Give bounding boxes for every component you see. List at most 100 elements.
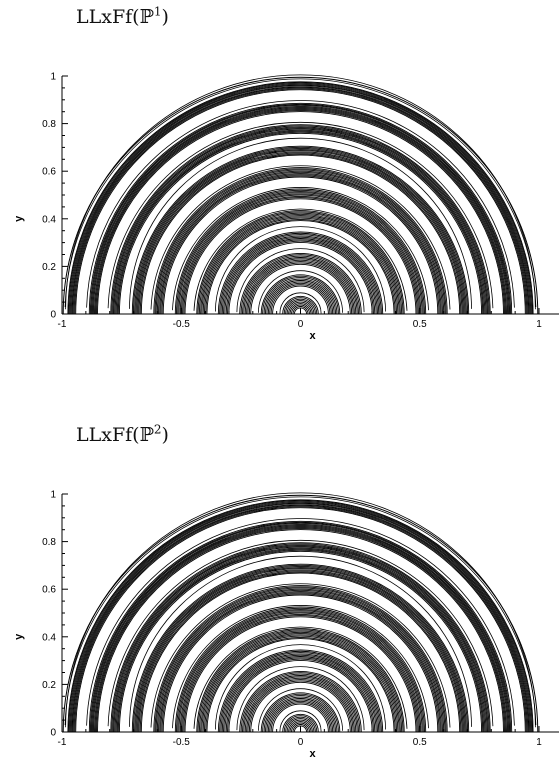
contour-line bbox=[203, 635, 398, 733]
y-tick-label: 0 bbox=[50, 728, 56, 739]
contour-line bbox=[200, 631, 401, 733]
contour-line bbox=[96, 109, 505, 315]
contour-line bbox=[118, 132, 483, 315]
contour-line bbox=[69, 83, 532, 315]
x-tick-label: 1 bbox=[536, 737, 542, 748]
contour-line bbox=[201, 633, 400, 733]
contour-line bbox=[67, 81, 534, 315]
contour-line bbox=[135, 149, 466, 315]
contour-line bbox=[244, 676, 357, 733]
contour-line bbox=[246, 259, 355, 315]
contour-line bbox=[240, 672, 361, 733]
contour-line bbox=[242, 673, 359, 733]
contour-line bbox=[132, 564, 469, 733]
contour-line bbox=[269, 700, 332, 733]
y-tick-label: 0.8 bbox=[42, 537, 56, 548]
contour-line bbox=[202, 634, 399, 733]
contour-plot: 0 0.2 0.4 0.6 0.8 1 -1 -0.5 0 0.5 1 x y bbox=[13, 72, 559, 342]
contour-line bbox=[73, 505, 528, 733]
contour-line bbox=[285, 716, 316, 733]
contour-line bbox=[193, 626, 408, 729]
x-axis-label: x bbox=[309, 330, 316, 342]
contour-line bbox=[220, 234, 381, 315]
contour-line bbox=[140, 154, 461, 315]
contour-line bbox=[248, 680, 353, 733]
chart-title: LLxFf(ℙ1) bbox=[76, 4, 169, 28]
contour-line bbox=[95, 526, 506, 733]
contour-line bbox=[203, 217, 398, 315]
contour-line bbox=[92, 525, 509, 733]
contour-line bbox=[137, 151, 464, 315]
contour-line bbox=[70, 502, 531, 733]
contour-panel-p2: LLxFf(ℙ2) 0 0.2 0.4 0.6 0.8 1 -1 -0.5 0 0.5 1 x y bbox=[0, 418, 559, 773]
x-axis-label: x bbox=[309, 748, 316, 760]
contour-line bbox=[289, 303, 312, 315]
contour-line bbox=[159, 591, 442, 733]
contour-line bbox=[116, 130, 485, 315]
contour-line bbox=[176, 189, 425, 315]
contour-line bbox=[198, 630, 403, 733]
y-tick-label: 0.8 bbox=[42, 119, 56, 130]
contour-line bbox=[136, 150, 465, 315]
contour-line bbox=[197, 211, 404, 315]
contour-line bbox=[243, 675, 358, 733]
contour-line bbox=[110, 542, 491, 733]
contour-line bbox=[153, 167, 448, 315]
contour-line bbox=[279, 710, 322, 732]
contour-line bbox=[205, 637, 396, 733]
contour-line bbox=[96, 527, 505, 733]
contour-line bbox=[260, 692, 341, 733]
contour-line bbox=[246, 677, 355, 733]
contour-line bbox=[179, 611, 422, 733]
contour-line bbox=[64, 78, 537, 308]
contour-line bbox=[114, 546, 487, 733]
contour-line bbox=[90, 104, 511, 315]
contour-line bbox=[139, 571, 462, 733]
contour-line bbox=[92, 107, 509, 315]
contour-line bbox=[176, 607, 425, 733]
contour-line bbox=[221, 653, 380, 733]
contour-line bbox=[242, 255, 359, 315]
contour-line bbox=[283, 297, 318, 315]
contour-line bbox=[154, 168, 447, 315]
contour-line bbox=[155, 587, 446, 733]
contour-line bbox=[292, 306, 309, 315]
contour-line bbox=[174, 188, 427, 315]
contour-line bbox=[267, 699, 334, 733]
contour-line bbox=[293, 307, 308, 315]
contour-line bbox=[225, 657, 376, 733]
contour-line bbox=[282, 295, 319, 315]
contour-line bbox=[131, 563, 470, 733]
contour-line bbox=[70, 84, 531, 315]
contour-line bbox=[67, 499, 534, 733]
contour-line bbox=[223, 654, 378, 733]
contour-line bbox=[112, 544, 489, 733]
x-tick-label: -1 bbox=[58, 319, 67, 330]
contour-line bbox=[172, 187, 429, 311]
contour-line bbox=[161, 593, 440, 733]
contour-line bbox=[160, 174, 441, 315]
contour-lines bbox=[62, 74, 539, 315]
contour-line bbox=[111, 543, 490, 733]
contour-line bbox=[196, 628, 405, 733]
contour-line bbox=[162, 176, 439, 315]
contour-line bbox=[137, 569, 464, 733]
contour-line bbox=[217, 649, 384, 733]
contour-line bbox=[221, 235, 380, 315]
contour-line bbox=[215, 226, 386, 312]
contour-line bbox=[86, 100, 515, 308]
contour-line bbox=[184, 616, 417, 733]
y-tick-label: 0.2 bbox=[42, 680, 56, 691]
contour-line bbox=[205, 219, 396, 315]
contour-line bbox=[263, 277, 338, 315]
contour-line bbox=[64, 496, 537, 726]
contour-line bbox=[239, 670, 362, 733]
contour-line bbox=[134, 566, 467, 733]
contour-line bbox=[215, 644, 386, 730]
contour-line bbox=[113, 127, 488, 315]
contour-line bbox=[172, 605, 429, 729]
contour-line bbox=[272, 703, 329, 733]
y-tick-label: 1 bbox=[50, 490, 56, 501]
x-tick-label: 0.5 bbox=[413, 319, 427, 330]
contour-line bbox=[247, 261, 354, 315]
